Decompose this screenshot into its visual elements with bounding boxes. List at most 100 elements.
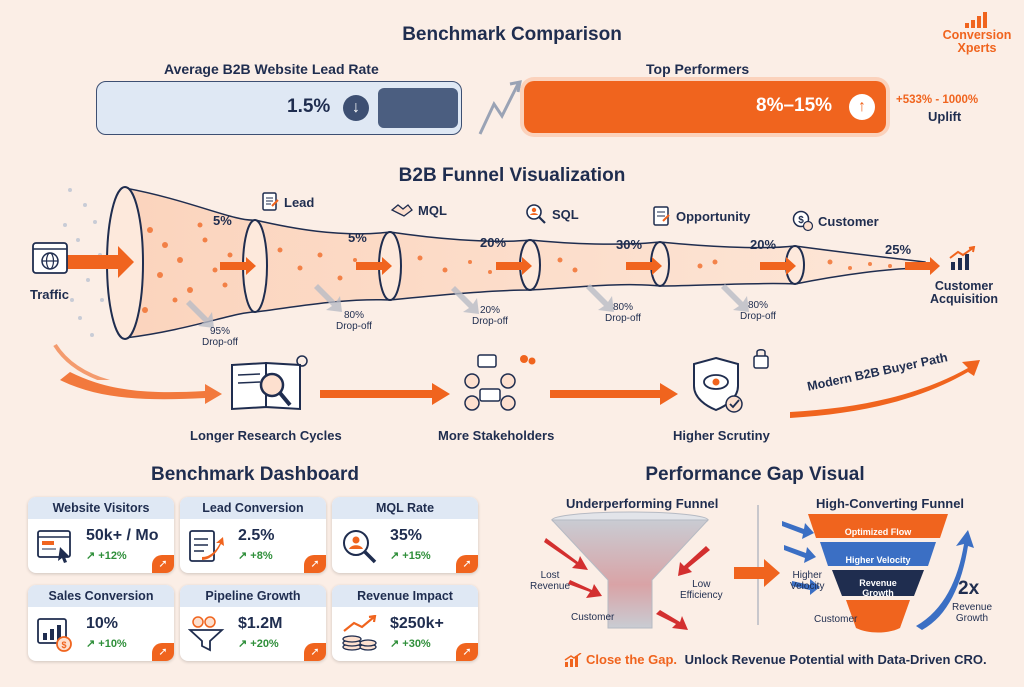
lost-revenue-line-1: Lost [540,570,560,581]
lost-revenue-line-2: Revenue [530,581,571,592]
lost-revenue-label: Lost Revenue [530,570,570,592]
card-delta: ↗ +10% [86,638,127,650]
higher-velocity-line-2: Velocity [790,581,825,592]
layer-revenue-growth-line-1: Revenue [859,578,897,588]
card-title: Sales Conversion [28,585,174,607]
card-mql-rate[interactable]: MQL Rate 35% ↗ +15% ➚ [332,497,478,573]
under-customer-label: Customer [571,612,615,623]
funnel-title: B2B Funnel Visualization [398,165,626,186]
average-value: 1.5% [287,96,331,117]
arrow-right-icon: ➚ [304,555,326,573]
dropoff-5-label: Drop-off [740,311,776,322]
chart-coin-icon: $ [37,618,72,652]
blue-inflow-arrows [782,521,820,595]
layer-revenue-growth-line-2: Growth [862,588,894,598]
arrow-right-icon: ➚ [456,643,478,661]
coins-chart-icon [342,615,377,651]
average-label: Average B2B Website Lead Rate [164,61,379,77]
dropoff-1: 95% Drop-off [202,326,238,348]
card-value: 2.5% [238,527,275,544]
conversion-rate-4: 30% [616,237,643,252]
checklist-icon [653,206,670,226]
dropoff-1-label: Drop-off [202,337,238,348]
high-converting-funnel-graphic [808,514,948,633]
dropoff-2-pct: 80% [343,310,364,321]
footer: Close the Gap. Unlock Revenue Potential … [564,652,987,667]
magnifier-person-icon [526,204,546,224]
low-efficiency-line-1: Low [692,579,711,590]
arrow-up-icon: ↑ [849,94,875,120]
bar-chart-logo-icon [965,12,987,28]
traffic-label: Traffic [30,287,70,302]
under-funnel-title: Underperforming Funnel [566,496,719,511]
arrow-right-icon: ➚ [456,555,478,573]
card-delta: ↗ +20% [238,638,279,650]
growth-chart-icon [949,246,976,270]
footer-highlight: Close the Gap. [586,652,678,667]
stage-sql: SQL [524,202,579,226]
card-pipeline-growth[interactable]: Pipeline Growth $1.2M ↗ +20% ➚ [180,585,326,661]
brand-line-1: Conversion [942,28,1012,42]
dropoff-2-label: Drop-off [336,321,372,332]
page-title: Benchmark Comparison [402,24,622,45]
arrow-right-icon: ➚ [304,643,326,661]
multiplier-label-line-1: Revenue [952,602,993,613]
stage-lead: Lead [260,192,314,212]
underperforming-funnel-graphic [544,511,710,630]
stage-sql-label: SQL [552,206,579,222]
buyer-path-item-1: Longer Research Cycles [190,428,342,443]
stage-mql: MQL [390,202,447,218]
layer-higher-velocity: Higher Velocity [845,555,911,565]
card-value: 50k+ / Mo [86,527,159,544]
layer-optimized-flow: Optimized Flow [844,527,912,537]
card-value: 35% [390,527,423,544]
low-efficiency-label: Low Efficiency [680,579,723,601]
card-title: Revenue Impact [332,585,478,607]
conversion-rate-3: 20% [480,235,507,250]
stage-mql-label: MQL [418,202,447,218]
top-label: Top Performers [646,61,750,77]
stage-opportunity-label: Opportunity [676,208,751,224]
card-value: 10% [86,615,119,632]
card-delta: ↗ +15% [390,550,431,562]
brand-logo: Conversion Xperts [934,12,1020,55]
card-value: $250k+ [390,615,444,632]
card-title: Website Visitors [28,497,174,519]
conversion-rate-6: 25% [885,242,912,257]
card-sales-conversion[interactable]: Sales Conversion $ 10% ↗ +10% ➚ [28,585,174,661]
card-title: Lead Conversion [180,497,326,519]
buyer-path-item-2: More Stakeholders [438,428,555,443]
top-value: 8%–15% [756,95,833,116]
growth-curve-arrow [916,530,974,630]
higher-velocity-line-1: Higher [792,570,822,581]
high-customer-label: Customer [814,614,858,625]
buyer-path-item-3: Higher Scrutiny [673,428,770,443]
card-revenue-impact[interactable]: Revenue Impact $250k+ ↗ +30% ➚ [332,585,478,661]
average-bar: 1.5% ↓ [96,81,462,135]
acquisition-label-line-2: Acquisition [929,292,999,306]
book-magnifier-icon [231,355,308,411]
funnel-dollar-icon [188,616,225,652]
card-delta: ↗ +12% [86,550,127,562]
stage-customer: $ Customer [792,210,879,232]
dropoff-3-label: Drop-off [472,316,508,327]
stage-opportunity: Opportunity [652,205,750,227]
dropoff-4: 80% Drop-off [605,302,641,324]
buyer-path-arrows [60,360,980,418]
svg-text:$: $ [798,215,804,226]
conversion-rate-1: 5% [213,213,232,228]
multiplier-label-line-2: Growth [955,613,989,624]
gap-divider-arrow [734,505,780,625]
gap-title: Performance Gap Visual [645,464,865,485]
document-icon [262,192,279,211]
top-bar: 8%–15% ↑ [524,81,886,133]
card-lead-conversion[interactable]: Lead Conversion 2.5% ↗ +8% ➚ [180,497,326,573]
card-website-visitors[interactable]: Website Visitors 50k+ / Mo ↗ +12% ➚ [28,497,174,573]
card-delta: ↗ +8% [238,550,273,562]
dashboard-title: Benchmark Dashboard [150,464,359,485]
funnel-graphic [53,186,940,380]
lightning-arrow-icon [478,80,522,135]
card-value: $1.2M [238,615,283,632]
arrow-down-icon: ↓ [343,95,369,121]
low-efficiency-line-2: Efficiency [680,590,723,601]
